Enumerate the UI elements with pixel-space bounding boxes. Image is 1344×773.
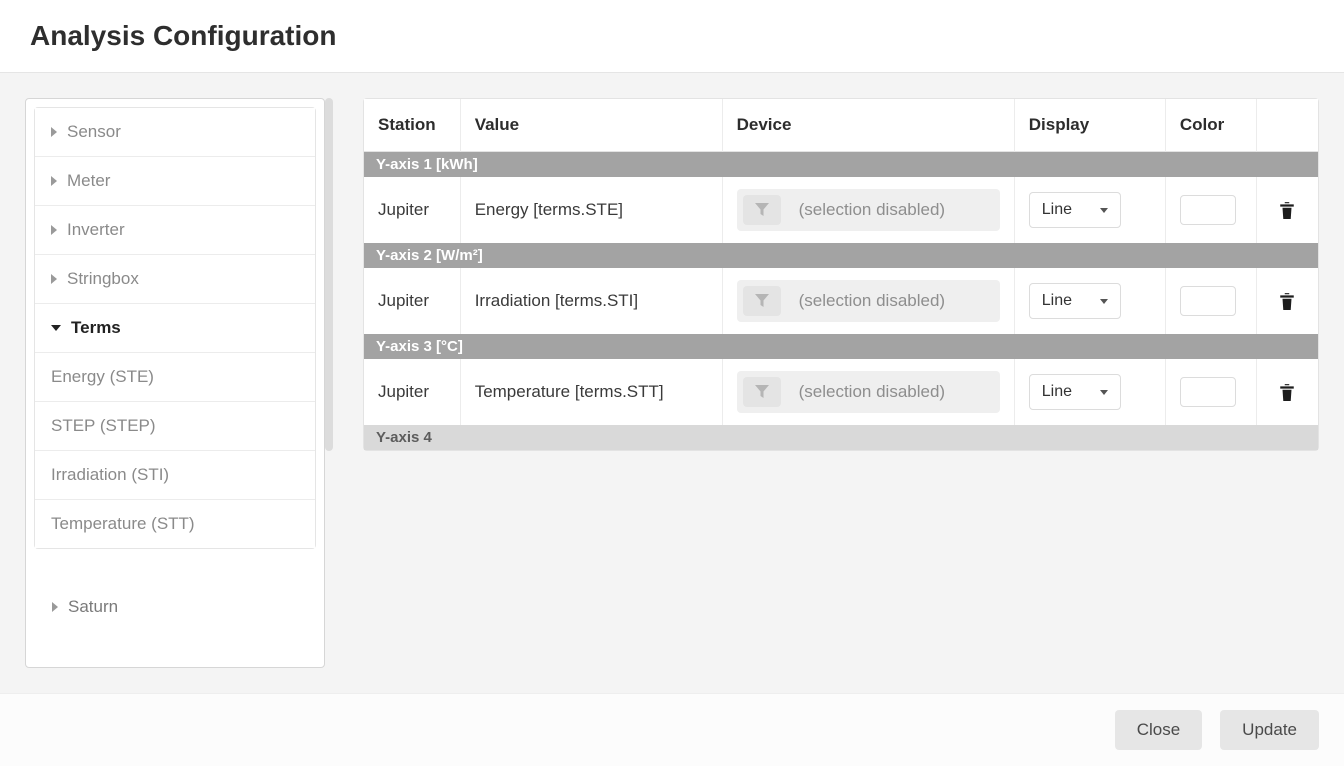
tree-item-label: Meter [67, 171, 110, 191]
col-station: Station [364, 99, 460, 152]
tree-item-stringbox[interactable]: Stringbox [35, 255, 315, 304]
tree-subitem-temperature[interactable]: Temperature (STT) [35, 500, 315, 548]
cell-device: (selection disabled) [722, 268, 1014, 334]
device-selector-disabled: (selection disabled) [737, 371, 1000, 413]
tree-subitem-irradiation[interactable]: Irradiation (STI) [35, 451, 315, 500]
axis-label: Y-axis 1 [kWh] [364, 152, 1318, 177]
chevron-right-icon [51, 127, 57, 137]
display-select[interactable]: Line [1029, 283, 1121, 319]
filter-icon [743, 286, 781, 316]
display-select-value: Line [1042, 292, 1072, 310]
chevron-down-icon [51, 325, 61, 331]
cell-value: Energy [terms.STE] [460, 177, 722, 243]
chevron-right-icon [51, 274, 57, 284]
device-selector-disabled: (selection disabled) [737, 189, 1000, 231]
cell-value: Temperature [terms.STT] [460, 359, 722, 425]
axis-label: Y-axis 2 [W/m²] [364, 243, 1318, 268]
chevron-down-icon [1100, 208, 1108, 213]
update-button[interactable]: Update [1220, 710, 1319, 750]
display-select[interactable]: Line [1029, 192, 1121, 228]
axis-header: Y-axis 4 [364, 425, 1318, 450]
chevron-right-icon [51, 225, 57, 235]
delete-button[interactable] [1271, 382, 1305, 402]
col-display: Display [1014, 99, 1165, 152]
color-picker[interactable] [1180, 377, 1236, 407]
axis-header: Y-axis 1 [kWh] [364, 152, 1318, 177]
filter-icon [743, 377, 781, 407]
cell-actions [1256, 268, 1319, 334]
cell-station: Jupiter [364, 268, 460, 334]
cell-display: Line [1014, 268, 1165, 334]
axis-header: Y-axis 3 [°C] [364, 334, 1318, 359]
cell-color [1165, 359, 1256, 425]
delete-button[interactable] [1271, 291, 1305, 311]
cell-station: Jupiter [364, 177, 460, 243]
cell-display: Line [1014, 177, 1165, 243]
config-table: Station Value Device Display Color Y-axi… [363, 98, 1319, 451]
device-disabled-text: (selection disabled) [799, 200, 945, 220]
tree-subitem-step[interactable]: STEP (STEP) [35, 402, 315, 451]
col-device: Device [722, 99, 1014, 152]
cell-value: Irradiation [terms.STI] [460, 268, 722, 334]
tree-item-label: Terms [71, 318, 121, 338]
cell-device: (selection disabled) [722, 359, 1014, 425]
tree-item-terms[interactable]: Terms [35, 304, 315, 353]
col-actions [1256, 99, 1319, 152]
color-picker[interactable] [1180, 195, 1236, 225]
axis-label: Y-axis 3 [°C] [364, 334, 1318, 359]
display-select-value: Line [1042, 383, 1072, 401]
chevron-right-icon [52, 602, 58, 612]
scrollbar[interactable] [325, 98, 333, 451]
tree-item-label: Inverter [67, 220, 125, 240]
color-picker[interactable] [1180, 286, 1236, 316]
axis-header: Y-axis 2 [W/m²] [364, 243, 1318, 268]
page-title: Analysis Configuration [30, 20, 1314, 52]
chevron-right-icon [51, 176, 57, 186]
chevron-down-icon [1100, 390, 1108, 395]
table-header-row: Station Value Device Display Color [364, 99, 1318, 152]
display-select-value: Line [1042, 201, 1072, 219]
delete-button[interactable] [1271, 200, 1305, 220]
tree-item-label: Stringbox [67, 269, 139, 289]
sidebar-tree: Sensor Meter Inverter Stringbox Terms [25, 98, 325, 668]
tree-item-saturn[interactable]: Saturn [34, 585, 316, 629]
cell-color [1165, 177, 1256, 243]
tree-item-inverter[interactable]: Inverter [35, 206, 315, 255]
col-color: Color [1165, 99, 1256, 152]
tree-item-label: Sensor [67, 122, 121, 142]
cell-actions [1256, 359, 1319, 425]
device-selector-disabled: (selection disabled) [737, 280, 1000, 322]
config-table-container: Station Value Device Display Color Y-axi… [363, 98, 1319, 668]
axis-label: Y-axis 4 [364, 425, 1318, 450]
filter-icon [743, 195, 781, 225]
device-disabled-text: (selection disabled) [799, 382, 945, 402]
chevron-down-icon [1100, 299, 1108, 304]
table-row: JupiterEnergy [terms.STE] (selection disa… [364, 177, 1318, 243]
table-row: JupiterIrradiation [terms.STI] (selection… [364, 268, 1318, 334]
col-value: Value [460, 99, 722, 152]
display-select[interactable]: Line [1029, 374, 1121, 410]
cell-device: (selection disabled) [722, 177, 1014, 243]
tree-item-label: Saturn [68, 597, 118, 617]
tree-item-meter[interactable]: Meter [35, 157, 315, 206]
dialog-header: Analysis Configuration [0, 0, 1344, 73]
cell-display: Line [1014, 359, 1165, 425]
dialog-footer: Close Update [0, 693, 1344, 766]
tree-item-sensor[interactable]: Sensor [35, 108, 315, 157]
cell-actions [1256, 177, 1319, 243]
cell-color [1165, 268, 1256, 334]
tree-group: Sensor Meter Inverter Stringbox Terms [34, 107, 316, 549]
sidebar-container: Sensor Meter Inverter Stringbox Terms [25, 98, 325, 668]
cell-station: Jupiter [364, 359, 460, 425]
close-button[interactable]: Close [1115, 710, 1202, 750]
device-disabled-text: (selection disabled) [799, 291, 945, 311]
table-row: JupiterTemperature [terms.STT] (selection… [364, 359, 1318, 425]
tree-subitem-energy[interactable]: Energy (STE) [35, 353, 315, 402]
dialog-body: Sensor Meter Inverter Stringbox Terms [0, 73, 1344, 693]
